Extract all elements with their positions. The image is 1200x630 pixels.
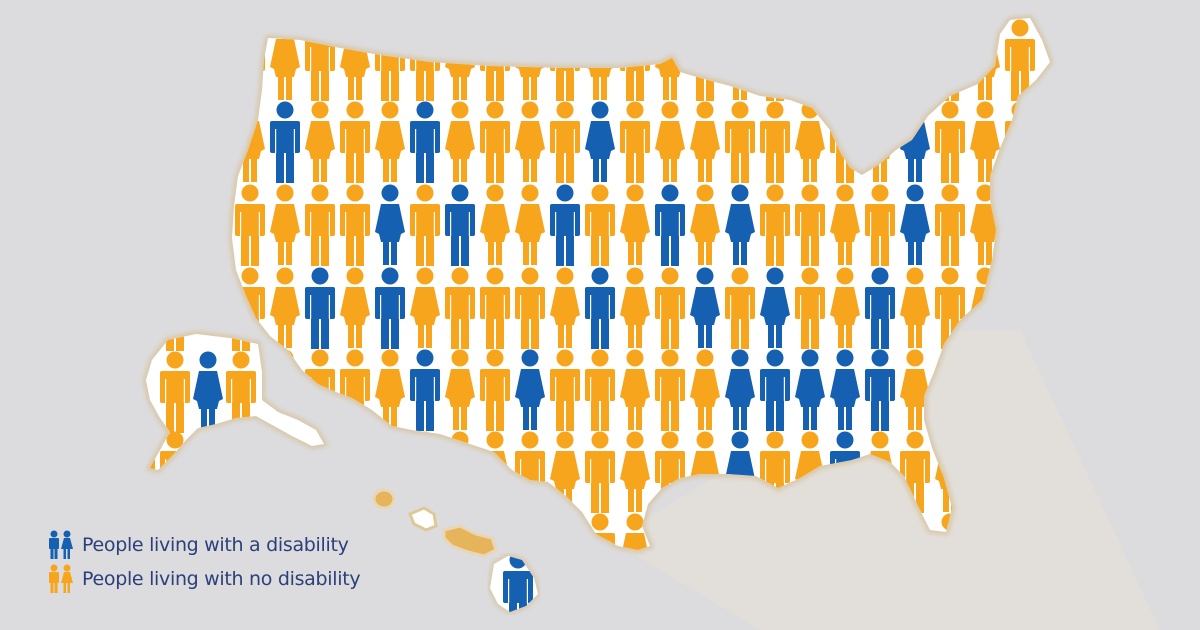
male-figure-no-disability-icon	[445, 267, 475, 349]
female-figure-disability-icon	[690, 267, 720, 348]
female-figure-disability-icon	[830, 349, 860, 430]
male-figure-no-disability-icon	[480, 101, 510, 183]
female-figure-disability-icon	[760, 267, 790, 348]
male-figure-no-disability-icon	[935, 184, 965, 266]
female-figure-no-disability-icon	[900, 267, 930, 348]
male-figure-no-disability-icon	[160, 351, 190, 433]
female-figure-no-disability-icon	[445, 349, 475, 430]
male-figure-no-disability-icon	[480, 349, 510, 431]
male-figure-disability-icon	[865, 349, 895, 431]
male-figure-no-disability-icon	[760, 184, 790, 266]
shadow-band	[610, 330, 1160, 630]
male-figure-no-disability-icon	[235, 184, 265, 266]
male-figure-no-disability-icon	[1005, 19, 1035, 101]
male-figure-no-disability-icon	[515, 267, 545, 349]
hawaii-island-oahu	[408, 506, 438, 532]
male-figure-no-disability-icon	[725, 267, 755, 349]
female-figure-disability-icon	[795, 349, 825, 430]
legend-item-no-disability: People living with no disability	[46, 562, 361, 596]
person-pair-icon-disability	[49, 530, 73, 559]
male-figure-no-disability-icon	[655, 349, 685, 431]
female-figure-no-disability-icon	[620, 349, 650, 430]
female-figure-no-disability-icon	[655, 101, 685, 182]
male-figure-disability-icon	[865, 267, 895, 349]
male-figure-disability-icon	[270, 101, 300, 183]
male-figure-no-disability-icon	[480, 267, 510, 349]
male-figure-no-disability-icon	[226, 351, 256, 433]
legend-label-no-disability: People living with no disability	[82, 568, 361, 590]
male-figure-no-disability-icon	[865, 184, 895, 266]
male-figure-disability-icon	[410, 349, 440, 431]
hawaii-island-kauai	[372, 488, 396, 510]
male-figure-disability-icon	[305, 267, 335, 349]
male-figure-no-disability-icon	[585, 184, 615, 266]
female-figure-no-disability-icon	[620, 431, 650, 512]
male-figure-no-disability-icon	[340, 184, 370, 266]
male-figure-no-disability-icon	[725, 101, 755, 183]
female-figure-no-disability-icon	[375, 101, 405, 182]
male-figure-no-disability-icon	[935, 101, 965, 183]
female-figure-disability-icon	[375, 184, 405, 265]
female-figure-no-disability-icon	[690, 349, 720, 430]
male-figure-no-disability-icon	[550, 101, 580, 183]
female-figure-no-disability-icon	[900, 349, 930, 430]
hawaii-island-maui	[442, 524, 498, 558]
female-figure-no-disability-icon	[270, 267, 300, 348]
male-figure-no-disability-icon	[795, 184, 825, 266]
person-pair-icon-no-disability	[49, 564, 73, 593]
male-figure-no-disability-icon	[232, 334, 250, 351]
male-figure-disability-icon	[760, 349, 790, 431]
male-figure-disability-icon	[375, 267, 405, 349]
female-figure-disability-icon	[725, 349, 755, 430]
male-figure-no-disability-icon	[410, 184, 440, 266]
female-figure-no-disability-icon	[620, 513, 650, 550]
female-figure-no-disability-icon	[515, 184, 545, 265]
hawaii-pictogram	[503, 556, 533, 612]
female-figure-disability-icon	[515, 349, 545, 430]
female-figure-no-disability-icon	[970, 184, 1000, 265]
female-figure-no-disability-icon	[410, 267, 440, 348]
female-figure-disability-icon	[900, 184, 930, 265]
male-figure-disability-icon	[585, 267, 615, 349]
female-figure-disability-icon	[193, 351, 223, 432]
female-figure-no-disability-icon	[690, 184, 720, 265]
male-figure-disability-icon	[550, 184, 580, 266]
alaska-pictograms	[146, 334, 256, 470]
male-figure-no-disability-icon	[305, 184, 335, 266]
female-figure-no-disability-icon	[445, 101, 475, 182]
female-figure-no-disability-icon	[690, 101, 720, 182]
female-figure-no-disability-icon	[340, 267, 370, 348]
female-figure-no-disability-icon	[550, 267, 580, 348]
male-figure-no-disability-icon	[340, 101, 370, 183]
legend: People living with a disability People l…	[46, 528, 361, 596]
male-figure-no-disability-icon	[166, 334, 184, 351]
male-figure-no-disability-icon	[760, 101, 790, 183]
male-figure-no-disability-icon	[585, 349, 615, 431]
female-figure-no-disability-icon	[620, 267, 650, 348]
female-figure-no-disability-icon	[305, 101, 335, 182]
female-figure-disability-icon	[585, 101, 615, 182]
male-figure-no-disability-icon	[620, 101, 650, 183]
female-figure-no-disability-icon	[515, 101, 545, 182]
male-figure-no-disability-icon	[795, 267, 825, 349]
male-figure-no-disability-icon	[655, 267, 685, 349]
male-figure-disability-icon	[445, 184, 475, 266]
female-figure-no-disability-icon	[480, 184, 510, 265]
male-figure-no-disability-icon	[585, 431, 615, 513]
male-figure-disability-icon	[410, 101, 440, 183]
female-figure-disability-icon	[725, 184, 755, 265]
male-figure-disability-icon	[655, 184, 685, 266]
female-figure-no-disability-icon	[830, 184, 860, 265]
male-figure-no-disability-icon	[550, 349, 580, 431]
female-figure-no-disability-icon	[830, 267, 860, 348]
legend-item-disability: People living with a disability	[46, 528, 360, 562]
female-figure-no-disability-icon	[620, 184, 650, 265]
male-figure-disability-icon	[503, 556, 533, 612]
female-figure-no-disability-icon	[270, 184, 300, 265]
legend-label-disability: People living with a disability	[82, 534, 349, 556]
female-figure-no-disability-icon	[375, 349, 405, 430]
female-figure-no-disability-icon	[970, 101, 1000, 182]
